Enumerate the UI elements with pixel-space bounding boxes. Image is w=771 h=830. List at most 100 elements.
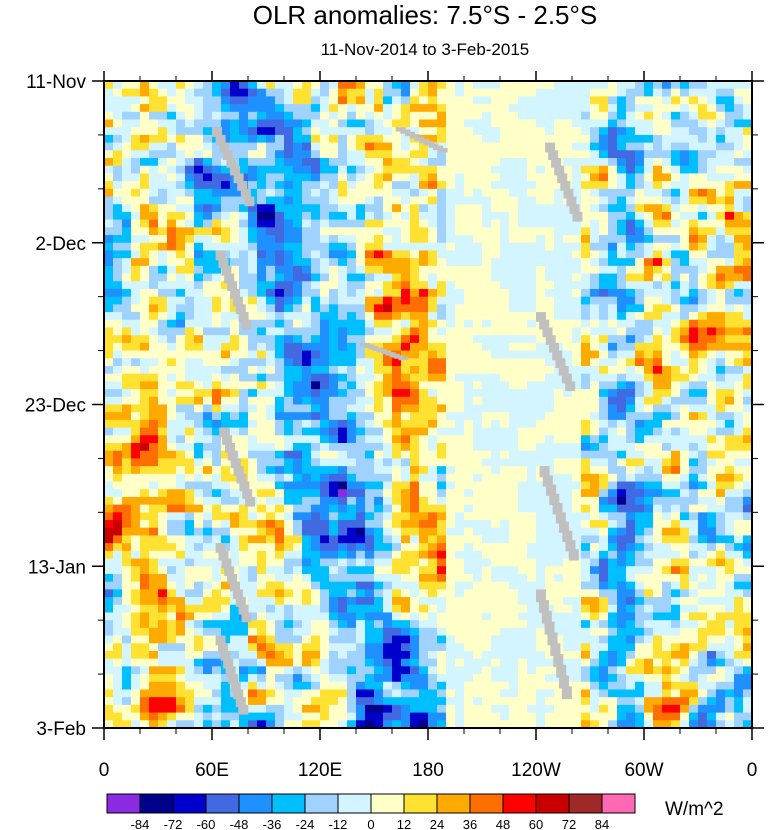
heatmap-cell: [716, 181, 726, 190]
heatmap-cell: [266, 389, 276, 398]
heatmap-cell: [185, 550, 195, 560]
heatmap-cell: [707, 566, 717, 575]
heatmap-cell: [428, 196, 438, 205]
heatmap-cell: [149, 612, 159, 621]
heatmap-cell: [698, 134, 708, 144]
heatmap-cell: [689, 473, 699, 483]
heatmap-cell: [104, 150, 114, 159]
heatmap-cell: [239, 88, 249, 97]
heatmap-cell: [356, 573, 366, 583]
heatmap-cell: [185, 211, 195, 221]
heatmap-cell: [302, 535, 312, 544]
heatmap-cell: [680, 481, 690, 490]
heatmap-cell: [653, 242, 663, 252]
heatmap-cell: [518, 181, 528, 190]
heatmap-cell: [176, 550, 186, 560]
heatmap-cell: [698, 450, 708, 460]
heatmap-cell: [419, 188, 429, 198]
heatmap-cell: [644, 196, 654, 205]
heatmap-cell: [122, 427, 132, 436]
heatmap-cell: [446, 119, 456, 128]
heatmap-cell: [347, 88, 357, 97]
heatmap-cell: [185, 327, 195, 336]
heatmap-cell: [320, 288, 330, 298]
heatmap-cell: [392, 427, 402, 436]
heatmap-cell: [374, 219, 384, 228]
heatmap-cell: [545, 227, 555, 236]
heatmap-cell: [167, 88, 177, 97]
heatmap-cell: [293, 365, 303, 375]
heatmap-cell: [113, 134, 123, 144]
heatmap-cell: [554, 281, 564, 290]
heatmap-cell: [689, 312, 699, 321]
heatmap-cell: [590, 204, 600, 213]
heatmap-cell: [680, 142, 690, 151]
heatmap-cell: [302, 589, 312, 598]
heatmap-cell: [716, 350, 726, 359]
heatmap-cell: [257, 458, 267, 467]
heatmap-cell: [707, 304, 717, 313]
heatmap-cell: [131, 173, 141, 182]
heatmap-cell: [140, 204, 150, 213]
heatmap-cell: [446, 335, 456, 344]
heatmap-cell: [428, 566, 438, 575]
heatmap-cell: [446, 504, 456, 513]
heatmap-cell: [437, 412, 447, 421]
heatmap-cell: [734, 520, 744, 529]
heatmap-cell: [527, 473, 537, 483]
heatmap-cell: [221, 173, 231, 182]
heatmap-cell: [428, 520, 438, 529]
heatmap-cell: [563, 489, 573, 498]
heatmap-cell: [725, 219, 735, 228]
heatmap-cell: [302, 443, 312, 452]
heatmap-cell: [356, 235, 366, 244]
heatmap-cell: [482, 350, 492, 359]
heatmap-cell: [608, 165, 618, 175]
heatmap-cell: [716, 573, 726, 583]
heatmap-cell: [464, 258, 474, 267]
heatmap-cell: [374, 296, 384, 305]
heatmap-cell: [203, 604, 213, 614]
heatmap-cell: [608, 573, 618, 583]
heatmap-cell: [662, 604, 672, 614]
heatmap-cell: [491, 158, 501, 167]
heatmap-cell: [446, 204, 456, 213]
heatmap-cell: [635, 181, 645, 190]
heatmap-cell: [725, 443, 735, 452]
heatmap-cell: [536, 327, 546, 336]
heatmap-cell: [158, 88, 168, 97]
heatmap-cell: [221, 496, 231, 506]
heatmap-cell: [590, 104, 600, 113]
heatmap-cell: [284, 319, 294, 329]
heatmap-cell: [680, 273, 690, 282]
heatmap-cell: [392, 204, 402, 213]
heatmap-cell: [500, 543, 510, 552]
heatmap-cell: [626, 327, 636, 336]
heatmap-cell: [383, 111, 393, 121]
heatmap-cell: [455, 273, 465, 282]
heatmap-cell: [338, 327, 348, 336]
heatmap-cell: [689, 589, 699, 598]
heatmap-cell: [419, 481, 429, 490]
heatmap-cell: [698, 342, 708, 352]
heatmap-cell: [662, 265, 672, 275]
heatmap-cell: [401, 412, 411, 421]
heatmap-cell: [509, 350, 519, 359]
heatmap-cell: [275, 327, 285, 336]
heatmap-cell: [491, 173, 501, 182]
heatmap-cell: [545, 389, 555, 398]
heatmap-cell: [491, 597, 501, 606]
heatmap-cell: [140, 335, 150, 344]
heatmap-cell: [203, 327, 213, 336]
heatmap-cell: [707, 273, 717, 282]
heatmap-cell: [473, 158, 483, 167]
heatmap-cell: [401, 119, 411, 128]
heatmap-cell: [563, 597, 573, 606]
heatmap-cell: [437, 535, 447, 544]
heatmap-cell: [707, 258, 717, 267]
heatmap-cell: [437, 550, 447, 560]
heatmap-cell: [329, 473, 339, 483]
heatmap-cell: [725, 173, 735, 182]
heatmap-cell: [284, 558, 294, 567]
heatmap-cell: [599, 358, 609, 367]
